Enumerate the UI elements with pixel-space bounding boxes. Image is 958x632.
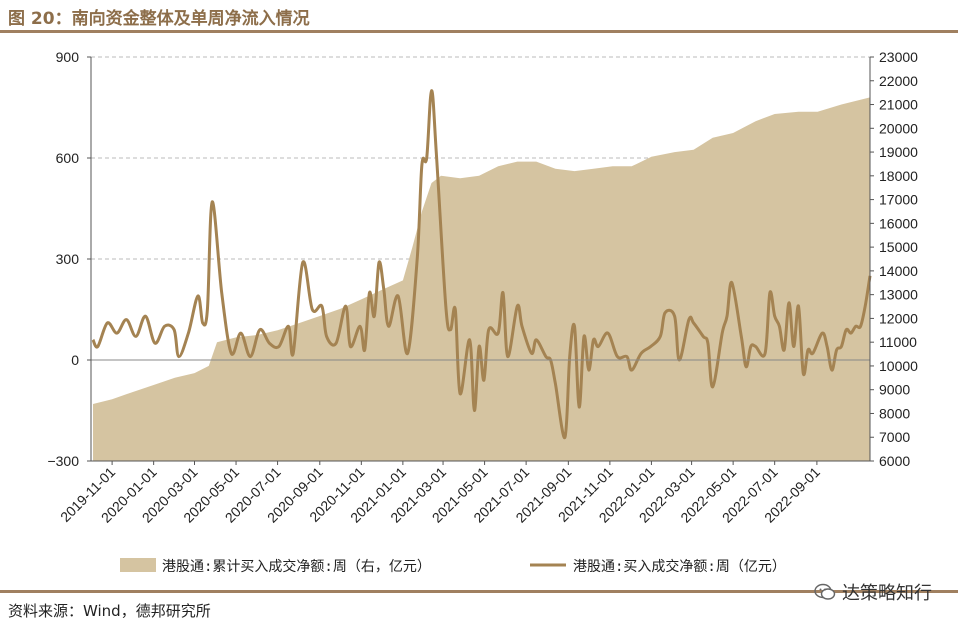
y-right-tick-label: 16000 xyxy=(879,215,918,231)
footer-rule xyxy=(0,590,958,593)
y-right-tick-label: 9000 xyxy=(879,382,910,398)
gridlines xyxy=(91,56,870,260)
y-right-tick-label: 20000 xyxy=(879,120,918,136)
wechat-icon xyxy=(814,583,836,600)
y-right-tick-label: 22000 xyxy=(879,73,918,89)
axes xyxy=(90,57,871,462)
y-right-tick-label: 21000 xyxy=(879,97,918,113)
line-layer xyxy=(91,89,872,439)
x-tick-labels: 2019-11-012020-01-012020-03-012020-05-01… xyxy=(57,461,823,526)
y-right-tick-label: 12000 xyxy=(879,310,918,326)
source-note: 资料来源：Wind，德邦研究所 xyxy=(8,602,211,620)
y-left-tick-label: 0 xyxy=(71,352,79,368)
y-left-tick-label: −300 xyxy=(47,453,79,469)
legend-label-area: 港股通:累计买入成交净额:周（右，亿元） xyxy=(162,558,431,575)
watermark-text: 达策略知行 xyxy=(842,583,932,604)
legend-label-line: 港股通:买入成交净额:周（亿元） xyxy=(573,558,786,575)
title-rule xyxy=(0,30,958,33)
y-left-tick-label: 600 xyxy=(56,150,80,166)
y-left-tick-labels: 900 600 300 0 −300 xyxy=(47,49,91,469)
y-right-tick-label: 10000 xyxy=(879,358,918,374)
cumulative-net-buy-area xyxy=(93,97,870,462)
legend-swatch-area xyxy=(120,558,156,572)
y-right-tick-label: 14000 xyxy=(879,263,918,279)
y-right-tick-label: 15000 xyxy=(879,239,918,255)
y-right-tick-label: 13000 xyxy=(879,287,918,303)
y-right-tick-label: 7000 xyxy=(879,429,910,445)
y-right-tick-label: 6000 xyxy=(879,453,910,469)
weekly-net-buy-line xyxy=(91,89,872,439)
y-right-tick-label: 18000 xyxy=(879,168,918,184)
y-right-tick-label: 23000 xyxy=(879,49,918,65)
y-left-tick-label: 900 xyxy=(56,49,80,65)
y-right-tick-label: 19000 xyxy=(879,144,918,160)
watermark: 达策略知行 xyxy=(814,579,932,605)
legend: 港股通:累计买入成交净额:周（右，亿元） 港股通:买入成交净额:周（亿元） xyxy=(120,558,786,575)
y-left-tick-label: 300 xyxy=(56,251,80,267)
area-layer xyxy=(93,97,870,462)
y-right-tick-label: 17000 xyxy=(879,192,918,208)
y-right-tick-labels: 23000 22000 21000 20000 19000 18000 17000 16000… xyxy=(870,49,918,469)
chart-title: 图 20：南向资金整体及单周净流入情况 xyxy=(8,9,310,29)
y-right-tick-label: 8000 xyxy=(879,405,910,421)
chart-svg: 900 600 300 0 −300 23000 22000 21000 20000 19000… xyxy=(47,49,918,575)
y-right-tick-label: 11000 xyxy=(879,334,917,350)
